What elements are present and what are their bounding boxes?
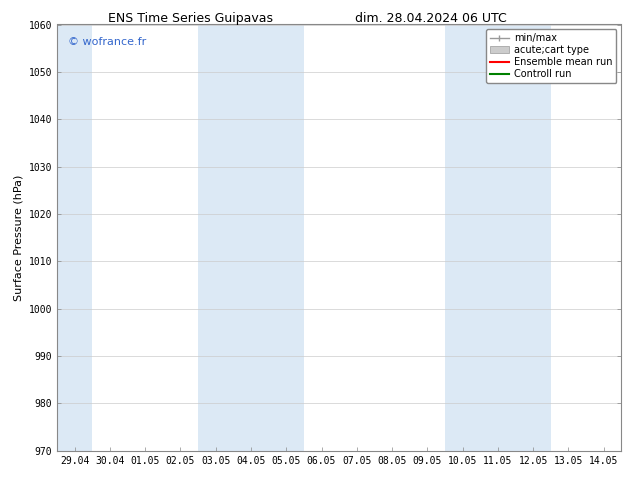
Text: ENS Time Series Guipavas: ENS Time Series Guipavas	[108, 12, 273, 25]
Text: © wofrance.fr: © wofrance.fr	[68, 37, 146, 48]
Bar	[57, 24, 93, 451]
Text: dim. 28.04.2024 06 UTC: dim. 28.04.2024 06 UTC	[355, 12, 507, 25]
Bar	[198, 24, 304, 451]
Bar	[445, 24, 551, 451]
Y-axis label: Surface Pressure (hPa): Surface Pressure (hPa)	[13, 174, 23, 301]
Legend: min/max, acute;cart type, Ensemble mean run, Controll run: min/max, acute;cart type, Ensemble mean …	[486, 29, 616, 83]
